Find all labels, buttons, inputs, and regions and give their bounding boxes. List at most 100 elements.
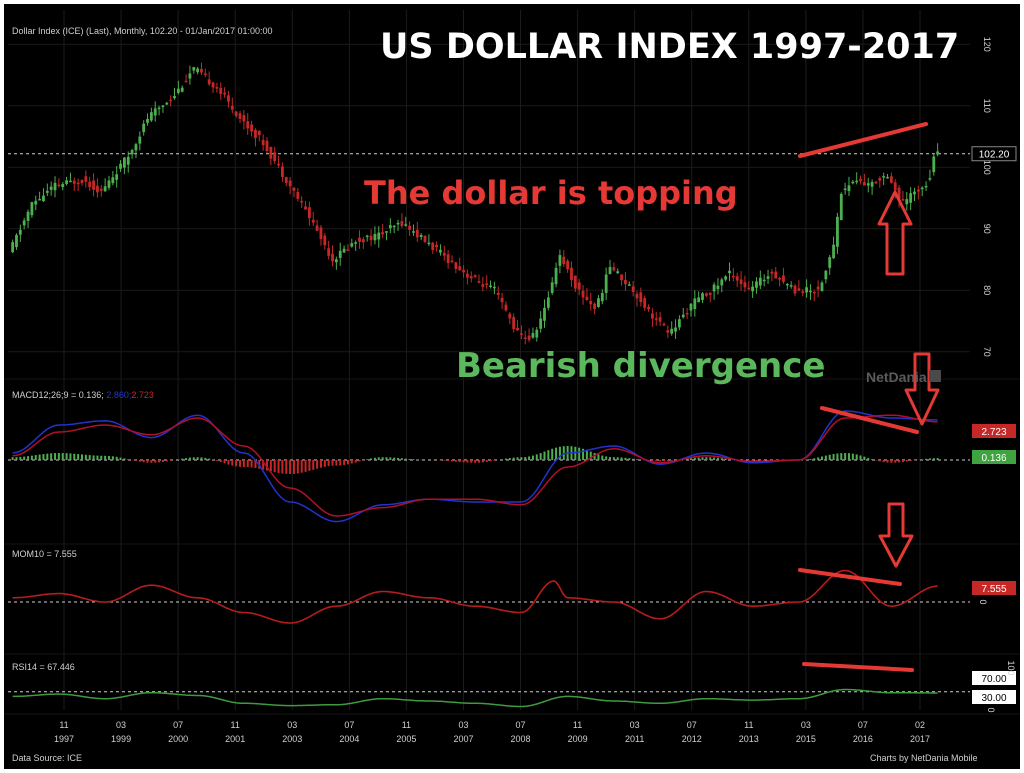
candle-body bbox=[176, 88, 180, 93]
y-tick-label: 90 bbox=[982, 224, 992, 234]
candle-body bbox=[708, 292, 712, 295]
candle-body bbox=[11, 242, 15, 253]
candle-body bbox=[38, 198, 42, 201]
candle-body bbox=[570, 267, 573, 280]
candle-body bbox=[323, 235, 327, 246]
candle-body bbox=[18, 229, 22, 235]
candle-body bbox=[739, 279, 743, 285]
candle-body bbox=[832, 244, 835, 259]
macd-line bbox=[12, 410, 938, 523]
candle-body bbox=[288, 180, 292, 187]
x-tick-year-label: 2012 bbox=[682, 734, 702, 744]
candle-body bbox=[651, 313, 654, 319]
candle-body bbox=[535, 329, 539, 338]
candle-body bbox=[658, 317, 662, 322]
candle-body bbox=[531, 333, 535, 338]
candle-body bbox=[508, 313, 512, 319]
candle-body bbox=[153, 108, 157, 116]
candle-body bbox=[454, 262, 458, 269]
candle-body bbox=[119, 163, 122, 169]
y-tick-label: 110 bbox=[982, 99, 992, 113]
candle-body bbox=[886, 176, 889, 179]
candle-body bbox=[500, 297, 504, 303]
candle-body bbox=[466, 273, 469, 278]
candle-body bbox=[49, 186, 53, 190]
candle-body bbox=[882, 176, 886, 178]
candle-body bbox=[701, 293, 704, 300]
candle-body bbox=[543, 307, 546, 321]
momentum-y-tick-label: 0 bbox=[978, 599, 988, 604]
text-layer: Dollar Index (ICE) (Last), Monthly, 102.… bbox=[12, 26, 978, 763]
candle-body bbox=[126, 156, 130, 165]
candle-body bbox=[184, 80, 188, 83]
candle-body bbox=[200, 68, 203, 73]
x-tick-year-label: 2016 bbox=[853, 734, 873, 744]
candle-body bbox=[859, 178, 862, 182]
candle-body bbox=[381, 232, 385, 235]
down-arrow-icon bbox=[878, 502, 914, 568]
candle-body bbox=[42, 195, 45, 202]
x-tick-year-label: 2017 bbox=[910, 734, 930, 744]
signal-value: 2.723 bbox=[131, 390, 154, 400]
candle-body bbox=[577, 282, 581, 290]
candle-body bbox=[146, 118, 149, 123]
candle-body bbox=[828, 257, 832, 268]
candle-body bbox=[778, 278, 782, 280]
candle-body bbox=[770, 271, 774, 274]
candle-body bbox=[681, 314, 685, 318]
macd-signal-line bbox=[12, 414, 938, 517]
candle-body bbox=[627, 284, 631, 286]
candle-body bbox=[751, 286, 755, 292]
candle-body bbox=[589, 300, 593, 305]
candle-body bbox=[311, 219, 315, 223]
candle-body bbox=[897, 187, 901, 201]
candle-body bbox=[207, 79, 211, 85]
x-tick-month-label: 11 bbox=[402, 720, 411, 730]
candle-body bbox=[566, 260, 570, 270]
candle-body bbox=[647, 307, 650, 310]
candle-body bbox=[758, 277, 762, 286]
x-tick-month-label: 07 bbox=[858, 720, 868, 730]
x-tick-month-label: 07 bbox=[516, 720, 526, 730]
candle-body bbox=[504, 304, 508, 311]
x-tick-month-label: 11 bbox=[744, 720, 753, 730]
rsi-y-tick-label: 0 bbox=[986, 707, 996, 712]
candle-body bbox=[550, 282, 554, 293]
y-tick-label: 100 bbox=[982, 160, 992, 175]
candle-body bbox=[307, 207, 311, 219]
candle-body bbox=[373, 233, 377, 241]
chart-title: US DOLLAR INDEX 1997-2017 bbox=[380, 27, 959, 67]
candle-body bbox=[435, 244, 438, 248]
candle-body bbox=[762, 279, 766, 282]
candle-body bbox=[735, 276, 739, 281]
candle-body bbox=[782, 275, 785, 282]
candle-body bbox=[597, 298, 600, 307]
candle-body bbox=[342, 248, 346, 253]
candle-body bbox=[169, 99, 173, 102]
x-tick-year-label: 2003 bbox=[282, 734, 302, 744]
candle-body bbox=[142, 123, 146, 133]
data-source: Data Source: ICE bbox=[12, 753, 82, 763]
candle-body bbox=[61, 183, 65, 188]
candle-body bbox=[585, 296, 589, 300]
candle-body bbox=[408, 225, 412, 230]
candle-body bbox=[554, 267, 558, 285]
candle-body bbox=[369, 235, 373, 241]
x-tick-year-label: 2007 bbox=[453, 734, 473, 744]
rsi-lower-label: 30.00 bbox=[981, 693, 1006, 704]
label-layer: 11 1997 03 1999 07 2000 11 2001 03 2003 07 2004 11 20… bbox=[12, 37, 1017, 744]
candle-body bbox=[654, 318, 658, 320]
x-tick-year-label: 1999 bbox=[111, 734, 131, 744]
candle-body bbox=[358, 237, 361, 243]
candle-body bbox=[92, 180, 95, 190]
candle-body bbox=[361, 239, 365, 243]
momentum-line bbox=[12, 569, 938, 624]
x-tick-month-label: 07 bbox=[687, 720, 697, 730]
x-tick-month-label: 11 bbox=[59, 720, 68, 730]
candle-body bbox=[242, 115, 246, 122]
y-tick-label: 70 bbox=[982, 347, 992, 357]
candle-body bbox=[516, 327, 519, 331]
candle-body bbox=[215, 87, 219, 89]
candle-body bbox=[315, 225, 319, 231]
candle-body bbox=[936, 151, 940, 155]
